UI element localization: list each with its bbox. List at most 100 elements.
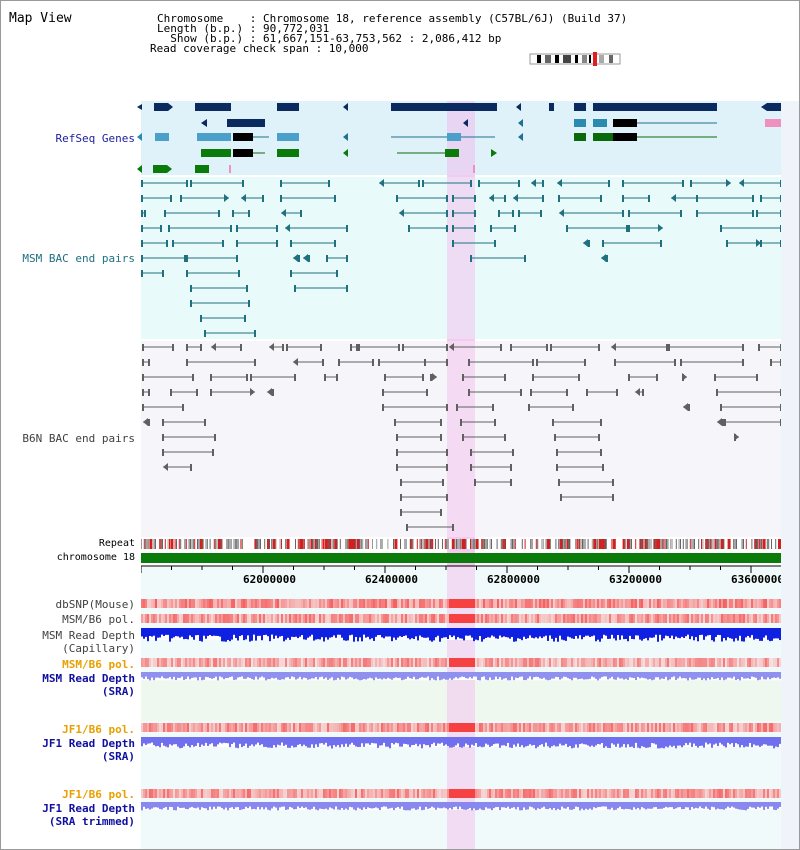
b6n-bac-pair[interactable] xyxy=(350,344,358,351)
b6n-bac-pair[interactable] xyxy=(402,344,448,351)
msm-bac-pair[interactable] xyxy=(628,224,663,232)
b6n-bac-pair[interactable] xyxy=(635,388,644,396)
msm-bac-pair[interactable] xyxy=(622,195,650,202)
b6n-bac-pair[interactable] xyxy=(668,344,744,351)
polymorphism-depth-tracks[interactable] xyxy=(141,597,781,817)
b6n-bac-pair[interactable] xyxy=(210,388,255,396)
b6n-bac-pair[interactable] xyxy=(528,404,574,411)
b6n-bac-pair[interactable] xyxy=(142,374,194,381)
msm-bac-pair[interactable] xyxy=(290,270,338,277)
msm-bac-pair[interactable] xyxy=(141,195,172,202)
track-label-msm-depth-sra[interactable]: MSM Read Depth xyxy=(42,672,135,685)
b6n-bac-pair[interactable] xyxy=(556,464,604,471)
b6n-bac-pair[interactable] xyxy=(293,358,324,366)
b6n-bac-pair[interactable] xyxy=(430,373,437,381)
b6n-bac-pair[interactable] xyxy=(163,463,192,471)
b6n-bac-pair[interactable] xyxy=(211,343,242,351)
msm-bac-pair[interactable] xyxy=(190,285,248,292)
track-label-jf1-depth-sra[interactable]: JF1 Read Depth xyxy=(42,737,135,750)
msm-bac-pair[interactable] xyxy=(452,210,476,217)
msm-bac-pair[interactable] xyxy=(622,180,684,187)
b6n-bac-pair[interactable] xyxy=(554,434,600,441)
track-label-b6n-bac[interactable]: B6N BAC end pairs xyxy=(22,432,135,445)
msm-bac-pair[interactable] xyxy=(518,210,542,217)
msm-bac-pair[interactable] xyxy=(280,180,330,187)
msm-bac-pair[interactable] xyxy=(294,285,348,292)
track-label-dbsnp[interactable]: dbSNP(Mouse) xyxy=(55,598,135,611)
msm-bac-pair[interactable] xyxy=(557,179,610,187)
b6n-bac-pair[interactable] xyxy=(286,344,322,351)
track-label-msm-b6-pol-2[interactable]: MSM/B6 pol. xyxy=(62,658,135,671)
msm-bac-pair[interactable] xyxy=(200,315,246,322)
b6n-bac-pair[interactable] xyxy=(758,344,782,351)
b6n-bac-pair[interactable] xyxy=(162,419,206,426)
msm-bac-pair[interactable] xyxy=(141,180,188,187)
msm-bac-pair[interactable] xyxy=(379,179,420,187)
b6n-bac-pair[interactable] xyxy=(142,344,174,351)
b6n-bac-pair[interactable] xyxy=(396,464,448,471)
msm-bac-pair[interactable] xyxy=(280,195,336,202)
msm-bac-pair[interactable] xyxy=(531,179,544,187)
b6n-bac-pair[interactable] xyxy=(532,374,580,381)
track-label-jf1-b6-pol-2[interactable]: JF1/B6 pol. xyxy=(62,788,135,801)
b6n-bac-pair[interactable] xyxy=(324,374,338,381)
b6n-bac-pair[interactable] xyxy=(683,403,690,411)
msm-bac-pair[interactable] xyxy=(490,225,516,232)
msm-bac-pair[interactable] xyxy=(293,254,300,262)
track-label-jf1-b6-pol-1[interactable]: JF1/B6 pol. xyxy=(62,723,135,736)
msm-bac-pair[interactable] xyxy=(696,195,754,202)
b6n-bac-pair[interactable] xyxy=(406,524,454,531)
b6n-bac-pair[interactable] xyxy=(474,479,512,486)
b6n-bac-pair[interactable] xyxy=(714,374,758,381)
b6n-bac-pair[interactable] xyxy=(456,404,494,411)
b6n-bac-pair[interactable] xyxy=(468,359,534,366)
msm-bac-pair[interactable] xyxy=(760,240,782,247)
msm-bac-pair[interactable] xyxy=(326,255,348,262)
b6n-bac-pair[interactable] xyxy=(460,419,496,426)
msm-bac-pair[interactable] xyxy=(671,194,698,202)
b6n-bac-pair[interactable] xyxy=(269,343,284,351)
msm-bac-pair[interactable] xyxy=(180,194,229,202)
msm-bac-end-pairs-track[interactable] xyxy=(1,177,800,341)
b6n-bac-pair[interactable] xyxy=(558,479,614,486)
chromosome-ideogram[interactable] xyxy=(527,51,623,67)
msm-bac-pair[interactable] xyxy=(726,239,761,247)
b6n-bac-pair[interactable] xyxy=(378,359,426,366)
b6n-bac-pair[interactable] xyxy=(382,389,428,396)
msm-bac-pair[interactable] xyxy=(232,210,250,217)
b6n-bac-pair[interactable] xyxy=(267,388,274,396)
msm-bac-pair[interactable] xyxy=(396,195,448,202)
msm-bac-pair[interactable] xyxy=(602,240,662,247)
b6n-bac-pair[interactable] xyxy=(142,359,150,366)
msm-bac-pair[interactable] xyxy=(559,209,624,217)
b6n-bac-pair[interactable] xyxy=(250,374,296,381)
b6n-bac-pair[interactable] xyxy=(586,389,618,396)
b6n-bac-pair[interactable] xyxy=(210,374,248,381)
msm-bac-pair[interactable] xyxy=(422,180,472,187)
msm-bac-pair[interactable] xyxy=(452,240,496,247)
b6n-bac-pair[interactable] xyxy=(717,418,724,426)
msm-bac-pair[interactable] xyxy=(186,255,238,262)
b6n-bac-pair[interactable] xyxy=(186,359,256,366)
b6n-bac-pair[interactable] xyxy=(384,374,424,381)
b6n-bac-pair[interactable] xyxy=(611,343,668,351)
track-label-msm-bac[interactable]: MSM BAC end pairs xyxy=(22,252,135,265)
refseq-genes-track[interactable] xyxy=(1,99,800,179)
msm-bac-pair[interactable] xyxy=(303,254,310,262)
msm-bac-pair[interactable] xyxy=(583,239,590,247)
msm-bac-pair[interactable] xyxy=(489,194,506,202)
b6n-bac-end-pairs-track[interactable] xyxy=(1,341,800,539)
b6n-bac-pair[interactable] xyxy=(358,344,400,351)
b6n-bac-pair[interactable] xyxy=(734,433,739,441)
b6n-bac-pair[interactable] xyxy=(338,359,374,366)
b6n-bac-pair[interactable] xyxy=(424,359,448,366)
msm-bac-pair[interactable] xyxy=(141,270,164,277)
msm-bac-pair[interactable] xyxy=(513,194,544,202)
msm-bac-pair[interactable] xyxy=(168,225,232,232)
msm-bac-pair[interactable] xyxy=(452,225,476,232)
msm-bac-pair[interactable] xyxy=(285,224,348,232)
b6n-bac-pair[interactable] xyxy=(560,494,614,501)
b6n-bac-pair[interactable] xyxy=(462,374,506,381)
b6n-bac-pair[interactable] xyxy=(536,359,586,366)
b6n-bac-pair[interactable] xyxy=(470,449,514,456)
